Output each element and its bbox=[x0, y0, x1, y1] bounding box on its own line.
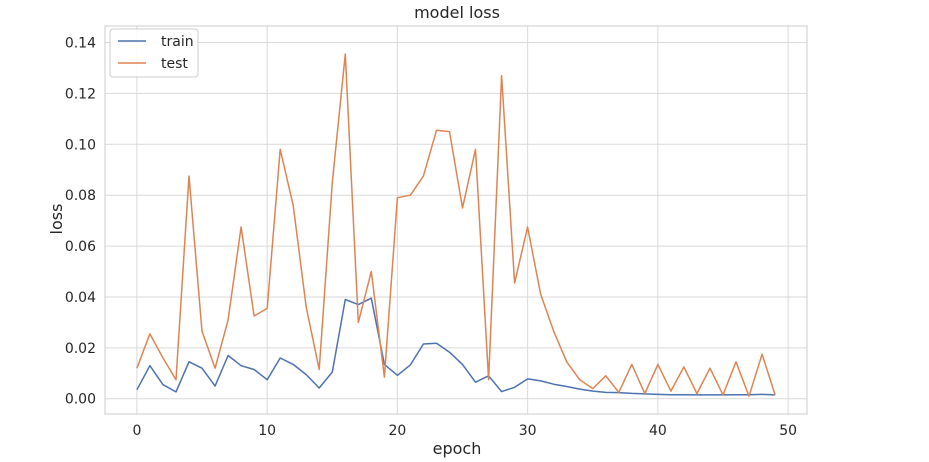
legend-label-train: train bbox=[161, 34, 194, 50]
y-tick-label: 0.02 bbox=[65, 341, 96, 357]
y-tick-label: 0.12 bbox=[65, 86, 96, 102]
series-layer bbox=[136, 53, 776, 397]
y-tick-label: 0.08 bbox=[65, 188, 96, 204]
grid bbox=[105, 26, 807, 414]
x-tick-label: 50 bbox=[779, 423, 797, 439]
x-tick-label: 30 bbox=[519, 423, 537, 439]
y-tick-label: 0.06 bbox=[65, 239, 96, 255]
y-tick-label: 0.04 bbox=[65, 290, 96, 306]
x-tick-label: 0 bbox=[132, 423, 141, 439]
series-line-test bbox=[136, 53, 776, 397]
y-tick-label: 0.14 bbox=[65, 36, 96, 52]
plot-frame bbox=[104, 25, 808, 415]
x-tick-label: 10 bbox=[258, 423, 276, 439]
y-tick-label: 0.00 bbox=[65, 392, 96, 408]
legend-label-test: test bbox=[161, 56, 188, 72]
x-axis-ticks: 0 10 20 30 40 50 bbox=[132, 423, 797, 439]
y-axis-ticks: 0.00 0.02 0.04 0.06 0.08 0.10 0.12 0.14 bbox=[65, 36, 96, 408]
series-line-train bbox=[136, 297, 776, 396]
y-axis-label: loss bbox=[47, 204, 66, 235]
y-tick-label: 0.10 bbox=[65, 137, 96, 153]
x-tick-label: 40 bbox=[649, 423, 667, 439]
x-axis-label: epoch bbox=[433, 439, 482, 458]
legend: train test bbox=[109, 28, 199, 78]
chart-title: model loss bbox=[414, 3, 500, 22]
x-tick-label: 20 bbox=[388, 423, 406, 439]
